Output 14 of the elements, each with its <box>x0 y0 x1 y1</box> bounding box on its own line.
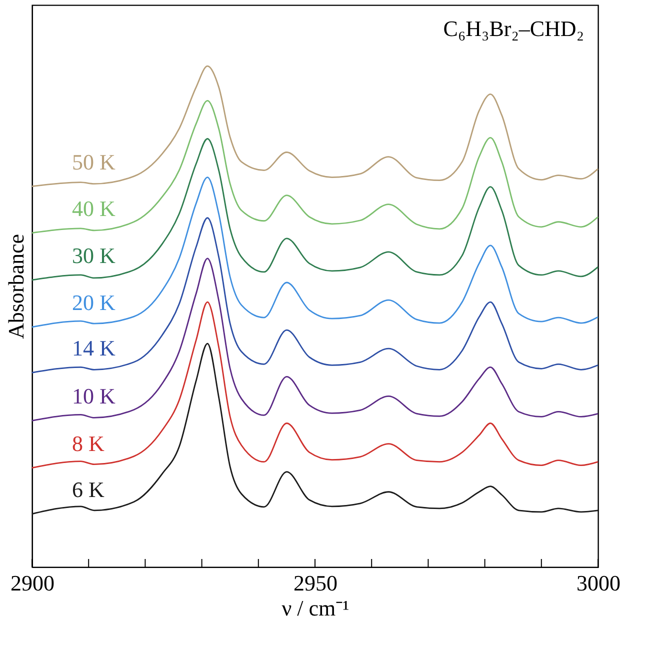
y-axis-title: Absorbance <box>4 234 28 340</box>
text: C₆H₃Br₂–CHD₂ <box>443 16 584 41</box>
x-tick-label: 2900 <box>10 570 54 596</box>
series-label: 50 K <box>72 149 116 174</box>
series-label: 6 K <box>72 476 104 502</box>
series-label: 8 K <box>72 430 104 456</box>
x-tick-label: 3000 <box>576 570 620 596</box>
series-label: 14 K <box>72 336 116 361</box>
x-tick-label: 2950 <box>294 570 338 596</box>
x-axis-title: ν / cm⁻¹ <box>282 596 350 620</box>
series-label: 10 K <box>72 384 116 409</box>
series-label: 30 K <box>72 242 116 268</box>
series-label: 20 K <box>72 290 116 316</box>
series-label: 40 K <box>72 196 116 221</box>
